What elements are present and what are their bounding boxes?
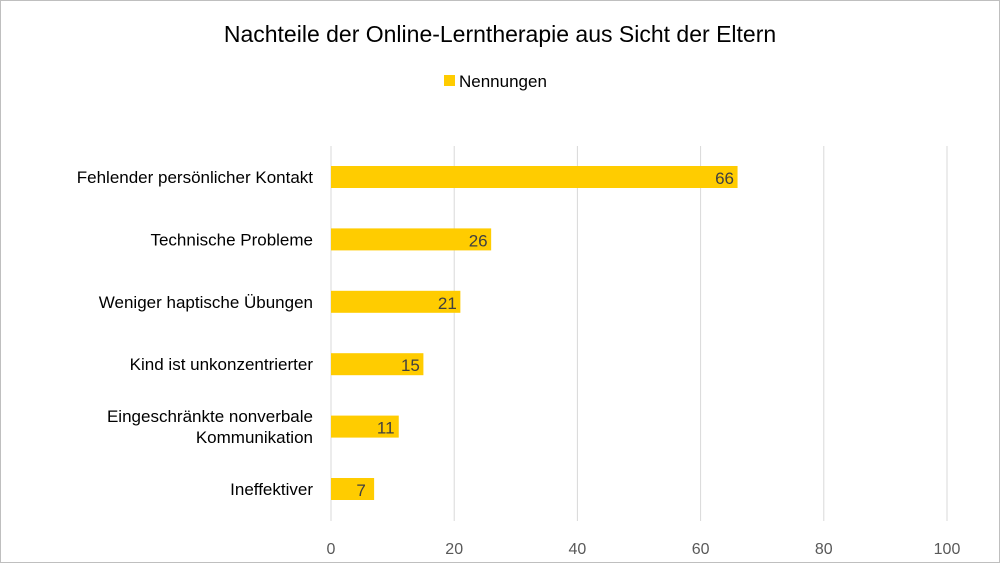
chart-title: Nachteile der Online-Lerntherapie aus Si…: [224, 21, 776, 47]
data-label: 21: [438, 294, 457, 313]
category-label: Weniger haptische Übungen: [99, 293, 313, 312]
category-labels: Fehlender persönlicher Kontakt Technische…: [77, 168, 314, 499]
category-label: Kommunikation: [196, 428, 313, 447]
bar: [331, 353, 424, 376]
x-tick-label: 0: [327, 541, 336, 558]
x-tick-label: 20: [445, 541, 463, 558]
data-label: 26: [469, 231, 488, 250]
bar: [331, 478, 375, 500]
category-label: Eingeschränkte nonverbale: [107, 407, 313, 426]
gridlines: [330, 146, 948, 521]
data-label: 15: [401, 356, 420, 375]
legend: Nennungen: [444, 72, 547, 91]
category-label: Technische Probleme: [150, 230, 313, 249]
legend-label: Nennungen: [459, 72, 547, 91]
bar: [331, 166, 738, 188]
legend-swatch: [444, 75, 455, 86]
bars: 66 26 21 15 11 7: [331, 166, 738, 500]
x-tick-label: 40: [569, 541, 587, 558]
bar: [331, 290, 461, 313]
x-tick-label: 80: [815, 541, 833, 558]
data-label: 7: [356, 481, 365, 500]
x-tick-label: 100: [934, 541, 961, 558]
data-label: 66: [715, 169, 734, 188]
category-label: Fehlender persönlicher Kontakt: [77, 168, 314, 187]
bar: [331, 415, 399, 438]
data-label: 11: [377, 419, 395, 438]
bar: [331, 228, 492, 251]
category-label: Ineffektiver: [230, 480, 313, 499]
x-axis-ticks: 0 20 40 60 80 100: [327, 541, 961, 558]
x-tick-label: 60: [692, 541, 710, 558]
category-label: Kind ist unkonzentrierter: [130, 355, 314, 374]
